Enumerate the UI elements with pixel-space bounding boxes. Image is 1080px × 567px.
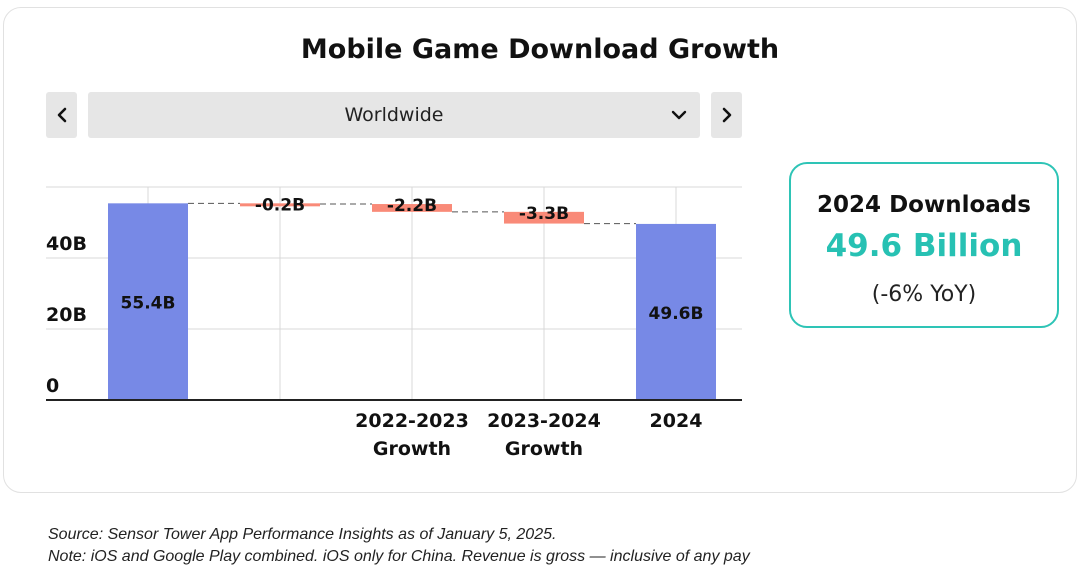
- delta-bar: [372, 204, 452, 212]
- kpi-label: 2024 Downloads: [817, 192, 1031, 218]
- x-tick-label: 2024: [650, 410, 703, 432]
- total-bar: [636, 223, 716, 400]
- chevron-right-icon: [722, 107, 731, 123]
- delta-bar: [504, 211, 584, 224]
- chart-title: Mobile Game Download Growth: [300, 34, 780, 65]
- methodology-note: Note: iOS and Google Play combined. iOS …: [48, 548, 750, 565]
- data-label: -2.2B: [387, 196, 437, 216]
- x-tick-label: 2022-2023 Growth: [355, 410, 469, 460]
- data-label: 55.4B: [121, 294, 176, 314]
- y-tick-label: 20B: [46, 304, 87, 326]
- chevron-down-icon: [671, 110, 687, 120]
- y-tick-label: 40B: [46, 233, 87, 255]
- kpi-value: 49.6 Billion: [825, 228, 1023, 264]
- kpi-yoy-change: (-6% YoY): [871, 282, 977, 307]
- next-region-button[interactable]: [711, 92, 742, 138]
- chevron-left-icon: [57, 107, 66, 123]
- region-selected-value: Worldwide: [344, 104, 444, 126]
- data-label: -0.2B: [255, 195, 305, 215]
- source-note: Source: Sensor Tower App Performance Ins…: [48, 526, 557, 543]
- total-bar: [108, 203, 188, 400]
- kpi-card: 2024 Downloads 49.6 Billion (-6% YoY): [789, 162, 1059, 328]
- delta-bar: [240, 203, 320, 207]
- waterfall-chart: 0 20B 40B 55.4B -0.2B -2.2B -3.3B 49.6B 2022-202…: [46, 186, 742, 460]
- data-label: -3.3B: [519, 204, 569, 224]
- y-tick-label: 0: [46, 375, 59, 397]
- data-label: 49.6B: [649, 304, 704, 324]
- previous-region-button[interactable]: [46, 92, 77, 138]
- x-tick-label: 2023-2024 Growth: [487, 410, 601, 460]
- region-dropdown[interactable]: Worldwide: [88, 92, 700, 138]
